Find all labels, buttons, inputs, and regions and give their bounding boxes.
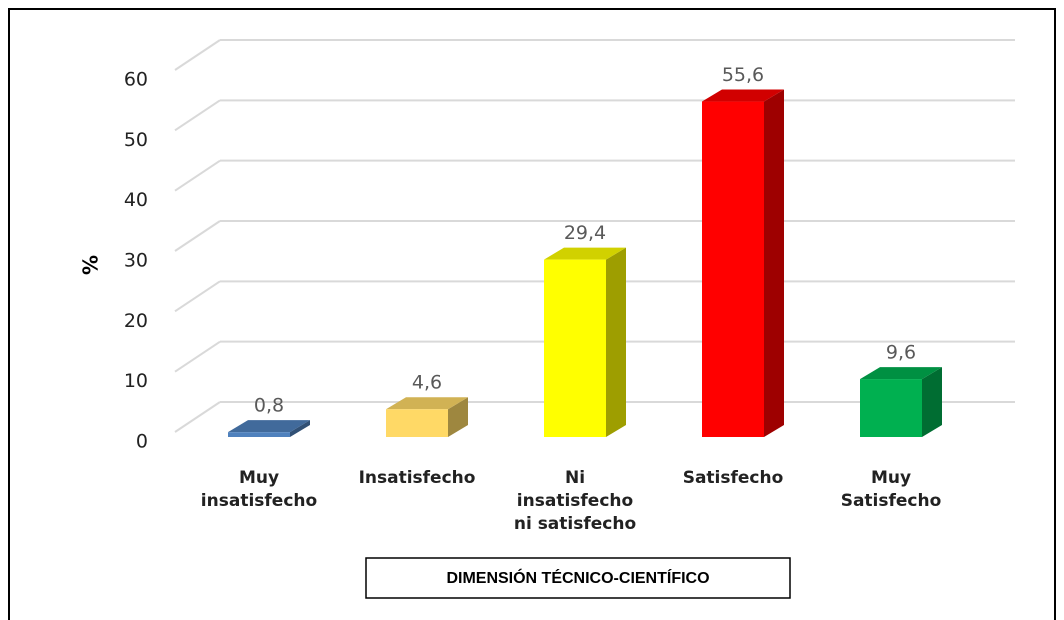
- bar-top: [860, 367, 942, 380]
- grid-line: [174, 159, 221, 192]
- value-label: 29,4: [564, 222, 606, 244]
- value-label: 0,8: [254, 395, 284, 417]
- bar-top: [386, 397, 468, 410]
- value-label: 4,6: [412, 372, 442, 394]
- y-tick-label: 10: [124, 370, 148, 392]
- y-tick-label: 20: [124, 310, 148, 332]
- y-tick-label: 60: [124, 69, 148, 91]
- grid-line: [174, 99, 221, 132]
- bar-side: [764, 89, 784, 438]
- bar: [860, 379, 922, 437]
- y-tick-label: 30: [124, 250, 148, 272]
- x-axis-label: DIMENSIÓN TÉCNICO-CIENTÍFICO: [446, 568, 709, 587]
- value-label: 9,6: [886, 342, 916, 364]
- x-tick-label: Muy insatisfecho: [201, 468, 317, 511]
- grid-line: [174, 401, 221, 433]
- x-axis-label-box: [365, 557, 791, 599]
- y-tick-label: 40: [124, 189, 148, 211]
- bar-top: [228, 420, 310, 433]
- bar-top: [544, 247, 626, 260]
- bar: [702, 101, 764, 438]
- bar: [544, 259, 606, 437]
- y-axis-label: %: [79, 255, 103, 275]
- bar-side: [922, 367, 942, 437]
- x-tick-label: Ni insatisfecho ni satisfecho: [514, 468, 636, 534]
- bar-side: [290, 420, 310, 437]
- x-tick-label: Muy Satisfecho: [841, 468, 942, 511]
- y-tick-label: 0: [136, 431, 148, 453]
- x-tick-label: Insatisfecho: [359, 468, 476, 488]
- value-label: 55,6: [722, 64, 764, 86]
- x-tick-label: Satisfecho: [683, 468, 784, 488]
- bar-top: [702, 89, 784, 102]
- bar: [228, 432, 290, 437]
- bar-side: [448, 397, 468, 437]
- bar: [386, 409, 448, 437]
- grid-line: [174, 280, 221, 313]
- y-tick-label: 50: [124, 129, 148, 151]
- grid-line: [174, 340, 221, 373]
- grid-line: [174, 39, 221, 71]
- chart-border: [8, 8, 1056, 620]
- grid-line: [174, 220, 221, 252]
- bar-side: [606, 247, 626, 437]
